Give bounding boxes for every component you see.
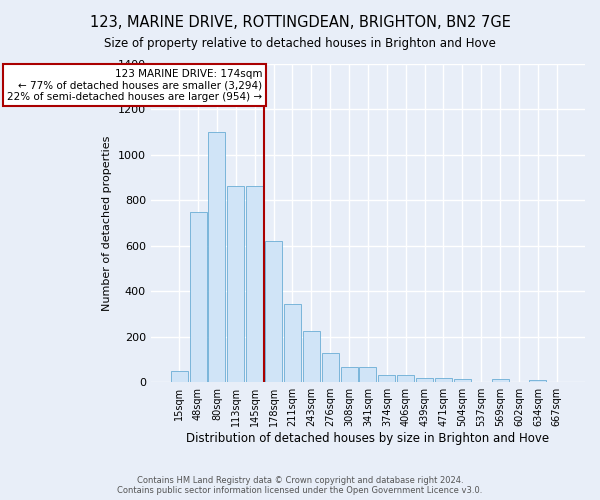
Bar	[190, 212, 206, 382]
Bar	[322, 352, 338, 382]
Bar	[529, 380, 547, 382]
Text: Size of property relative to detached houses in Brighton and Hove: Size of property relative to detached ho…	[104, 38, 496, 51]
Y-axis label: Number of detached properties: Number of detached properties	[103, 136, 112, 311]
Bar	[341, 367, 358, 382]
Bar	[379, 375, 395, 382]
Text: 123, MARINE DRIVE, ROTTINGDEAN, BRIGHTON, BN2 7GE: 123, MARINE DRIVE, ROTTINGDEAN, BRIGHTON…	[89, 15, 511, 30]
Bar	[454, 379, 471, 382]
Bar	[284, 304, 301, 382]
Bar	[170, 371, 188, 382]
Bar	[265, 242, 282, 382]
Bar	[359, 367, 376, 382]
X-axis label: Distribution of detached houses by size in Brighton and Hove: Distribution of detached houses by size …	[187, 432, 550, 445]
Bar	[303, 331, 320, 382]
Text: 123 MARINE DRIVE: 174sqm
← 77% of detached houses are smaller (3,294)
22% of sem: 123 MARINE DRIVE: 174sqm ← 77% of detach…	[7, 68, 262, 102]
Bar	[435, 378, 452, 382]
Bar	[227, 186, 244, 382]
Bar	[246, 186, 263, 382]
Text: Contains HM Land Registry data © Crown copyright and database right 2024.
Contai: Contains HM Land Registry data © Crown c…	[118, 476, 482, 495]
Bar	[416, 378, 433, 382]
Bar	[491, 380, 509, 382]
Bar	[208, 132, 226, 382]
Bar	[397, 375, 414, 382]
